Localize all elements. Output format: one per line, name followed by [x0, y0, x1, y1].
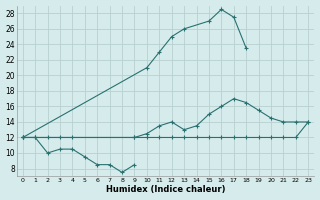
X-axis label: Humidex (Indice chaleur): Humidex (Indice chaleur) — [106, 185, 225, 194]
